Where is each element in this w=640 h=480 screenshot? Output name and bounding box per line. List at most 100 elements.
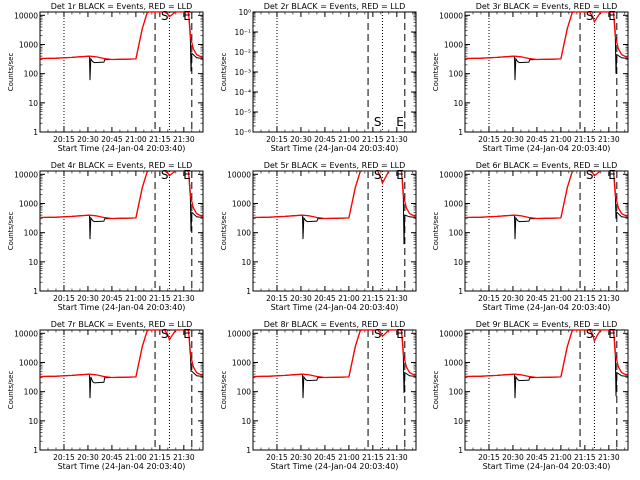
panel-det9: Det 9r BLACK = Events, RED = LLD 1 10 100 10… bbox=[432, 320, 629, 471]
y-axis-label: Counts/sec bbox=[7, 371, 15, 410]
y-tick-label: 10 bbox=[453, 417, 463, 426]
y-axis-label: Counts/sec bbox=[220, 212, 228, 251]
marker-s: S bbox=[586, 168, 594, 182]
series-line-lld bbox=[253, 171, 416, 220]
y-tick-label: 1 bbox=[33, 446, 38, 455]
x-tick-label: 21:30 bbox=[173, 294, 195, 303]
y-tick-label: 1 bbox=[33, 128, 38, 137]
marker-s: S bbox=[374, 168, 382, 182]
marker-e: E bbox=[183, 168, 191, 182]
panel-title: Det 2r BLACK = Events, RED = LLD bbox=[264, 2, 406, 11]
x-tick-label: 21:15 bbox=[362, 135, 384, 144]
x-tick-label: 21:15 bbox=[574, 294, 596, 303]
y-tick-label: 1000 bbox=[19, 358, 38, 367]
x-tick-label: 21:30 bbox=[173, 135, 195, 144]
y-tick-label: 1000 bbox=[444, 40, 463, 49]
marker-s: S bbox=[374, 115, 382, 129]
axes-frame bbox=[464, 11, 629, 133]
y-tick-label: 100 bbox=[449, 229, 464, 238]
x-tick-label: 21:00 bbox=[338, 294, 360, 303]
axes-frame bbox=[39, 170, 204, 292]
y-tick-label: 10 bbox=[28, 258, 38, 267]
x-tick-label: 21:30 bbox=[598, 135, 620, 144]
marker-e: E bbox=[396, 327, 404, 341]
x-tick-label: 20:30 bbox=[77, 135, 99, 144]
axes-frame bbox=[39, 11, 204, 133]
x-tick-label: 20:30 bbox=[290, 453, 312, 462]
x-tick-label: 20:15 bbox=[478, 294, 500, 303]
marker-e: E bbox=[396, 115, 404, 129]
x-tick-label: 20:30 bbox=[290, 294, 312, 303]
y-tick-label: 1000 bbox=[19, 199, 38, 208]
y-tick-label: 10⁻¹ bbox=[234, 28, 251, 37]
y-axis-label: Counts/sec bbox=[432, 371, 440, 410]
marker-s: S bbox=[161, 327, 169, 341]
marker-e: E bbox=[396, 168, 404, 182]
panel-det6: Det 6r BLACK = Events, RED = LLD 1 10 100 10… bbox=[432, 161, 629, 312]
x-tick-label: 21:00 bbox=[550, 294, 572, 303]
y-tick-label: 10 bbox=[453, 258, 463, 267]
x-tick-label: 21:15 bbox=[362, 294, 384, 303]
y-tick-label: 100 bbox=[24, 388, 39, 397]
panel-title: Det 9r BLACK = Events, RED = LLD bbox=[476, 320, 618, 329]
y-tick-label: 10 bbox=[28, 99, 38, 108]
x-tick-label: 21:30 bbox=[386, 294, 408, 303]
x-tick-label: 21:15 bbox=[149, 135, 171, 144]
x-tick-label: 20:15 bbox=[478, 453, 500, 462]
y-tick-label: 10000 bbox=[227, 329, 251, 338]
x-tick-label: 21:15 bbox=[574, 135, 596, 144]
series-line-lld bbox=[465, 171, 628, 220]
x-tick-label: 20:45 bbox=[526, 135, 548, 144]
panel-title: Det 4r BLACK = Events, RED = LLD bbox=[51, 161, 193, 170]
y-tick-label: 10 bbox=[241, 417, 251, 426]
x-tick-label: 20:45 bbox=[101, 135, 123, 144]
x-axis-label: Start Time (24-Jan-04 20:03:40) bbox=[271, 462, 399, 471]
x-tick-label: 21:30 bbox=[386, 453, 408, 462]
x-tick-label: 21:00 bbox=[125, 294, 147, 303]
y-tick-label: 100 bbox=[24, 229, 39, 238]
y-tick-label: 1 bbox=[246, 287, 251, 296]
x-axis-label: Start Time (24-Jan-04 20:03:40) bbox=[58, 462, 186, 471]
series-line-lld bbox=[465, 330, 628, 379]
marker-e: E bbox=[608, 168, 616, 182]
y-tick-label: 10000 bbox=[439, 329, 463, 338]
y-tick-label: 100 bbox=[24, 70, 39, 79]
y-axis-label: Counts/sec bbox=[432, 53, 440, 92]
y-tick-label: 1 bbox=[458, 446, 463, 455]
marker-s: S bbox=[161, 168, 169, 182]
x-tick-label: 20:30 bbox=[502, 135, 524, 144]
x-tick-label: 20:15 bbox=[53, 453, 75, 462]
x-tick-label: 20:30 bbox=[77, 453, 99, 462]
marker-e: E bbox=[608, 9, 616, 23]
x-tick-label: 20:15 bbox=[53, 294, 75, 303]
x-tick-label: 20:45 bbox=[526, 453, 548, 462]
y-tick-label: 10⁻³ bbox=[234, 68, 251, 77]
x-axis-label: Start Time (24-Jan-04 20:03:40) bbox=[483, 144, 611, 153]
x-tick-label: 20:45 bbox=[101, 294, 123, 303]
panel-title: Det 5r BLACK = Events, RED = LLD bbox=[264, 161, 406, 170]
panel-det8: Det 8r BLACK = Events, RED = LLD 1 10 100 10… bbox=[220, 320, 417, 471]
y-tick-label: 1 bbox=[458, 128, 463, 137]
x-axis-label: Start Time (24-Jan-04 20:03:40) bbox=[58, 303, 186, 312]
panel-det4: Det 4r BLACK = Events, RED = LLD 1 10 100 10… bbox=[7, 161, 204, 312]
x-tick-label: 21:30 bbox=[173, 453, 195, 462]
series-line-lld bbox=[40, 12, 203, 61]
x-tick-label: 21:00 bbox=[125, 135, 147, 144]
panel-title: Det 6r BLACK = Events, RED = LLD bbox=[476, 161, 618, 170]
x-tick-label: 21:30 bbox=[386, 135, 408, 144]
y-axis-label: Counts/sec bbox=[220, 371, 228, 410]
y-tick-label: 10000 bbox=[439, 170, 463, 179]
marker-e: E bbox=[183, 327, 191, 341]
x-tick-label: 21:15 bbox=[362, 453, 384, 462]
y-tick-label: 10⁻⁴ bbox=[234, 88, 251, 97]
y-tick-label: 1000 bbox=[232, 358, 251, 367]
panel-title: Det 3r BLACK = Events, RED = LLD bbox=[476, 2, 618, 11]
y-tick-label: 10⁻⁵ bbox=[234, 108, 251, 117]
x-tick-label: 20:30 bbox=[290, 135, 312, 144]
x-tick-label: 21:00 bbox=[550, 453, 572, 462]
x-tick-label: 20:15 bbox=[266, 453, 288, 462]
panel-det5: Det 5r BLACK = Events, RED = LLD 1 10 100 10… bbox=[220, 161, 417, 312]
x-tick-label: 21:00 bbox=[550, 135, 572, 144]
y-tick-label: 1000 bbox=[232, 199, 251, 208]
x-axis-label: Start Time (24-Jan-04 20:03:40) bbox=[271, 144, 399, 153]
